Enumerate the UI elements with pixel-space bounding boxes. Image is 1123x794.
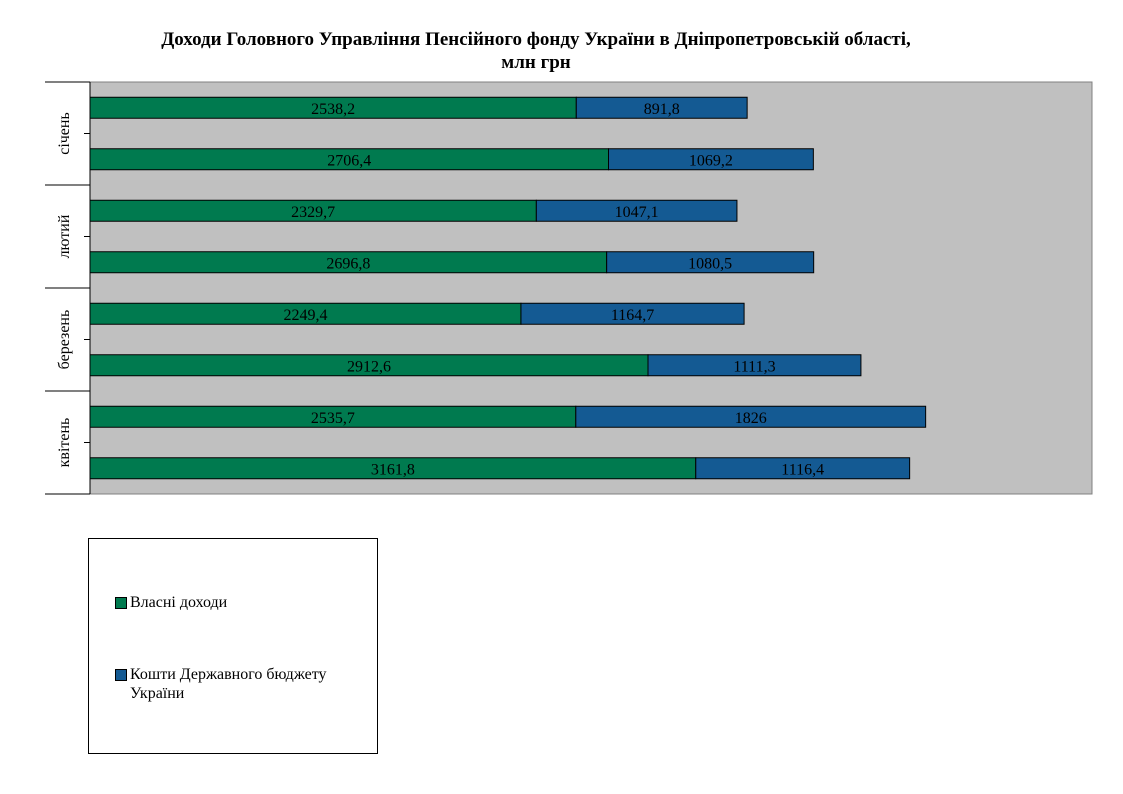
chart-legend: Власні доходи Кошти Державного бюджету У…: [88, 538, 378, 754]
bar-segment-state: [608, 148, 814, 171]
bar-segment-state: [647, 354, 862, 377]
data-label: 1069,2: [689, 152, 733, 169]
chart-title: Доходи Головного Управління Пенсійного ф…: [0, 28, 1072, 74]
bar-chart: 2538,2 891,8 2706,4 1069,2 2329,7 1047,1 2696,…: [45, 81, 1093, 495]
data-label: 2249,4: [283, 307, 327, 324]
plot-area: [89, 81, 1093, 495]
data-label: 2912,6: [347, 358, 391, 375]
category-label: січень: [56, 112, 73, 155]
data-label: 1047,1: [615, 204, 659, 221]
bar-segment-state: [606, 251, 815, 274]
bar-segment-state: [535, 199, 738, 222]
data-label: 1826: [735, 410, 767, 427]
category-label: березень: [56, 310, 73, 370]
chart-title-line-1: Доходи Головного Управління Пенсійного ф…: [161, 29, 911, 50]
data-label: 891,8: [644, 101, 680, 118]
bar-segment-state: [575, 405, 927, 428]
bar-segment-state: [695, 457, 911, 480]
legend-swatch-own-income: [115, 597, 127, 609]
bar-segment-state: [520, 302, 745, 325]
data-label: 2329,7: [291, 204, 335, 221]
data-label: 1164,7: [611, 307, 654, 324]
data-label: 1111,3: [733, 358, 775, 375]
legend-swatch-state-budget: [115, 669, 127, 681]
data-label: 3161,8: [371, 461, 415, 478]
category-label: квітень: [56, 418, 73, 468]
data-label: 2696,8: [326, 255, 370, 272]
bar-segment-state: [575, 96, 748, 119]
legend-item-own-income: Власні доходи: [115, 593, 227, 612]
chart-title-line-2: млн грн: [501, 52, 571, 73]
data-label: 1080,5: [688, 255, 732, 272]
data-label: 2706,4: [327, 152, 371, 169]
data-label: 2535,7: [311, 410, 355, 427]
legend-label-state-budget: Кошти Державного бюджету України: [130, 666, 327, 702]
data-label: 2538,2: [311, 101, 355, 118]
category-label: лютий: [56, 214, 73, 258]
legend-label-own-income: Власні доходи: [130, 594, 228, 611]
data-label: 1116,4: [781, 461, 824, 478]
legend-item-state-budget: Кошти Державного бюджету України: [115, 665, 360, 703]
